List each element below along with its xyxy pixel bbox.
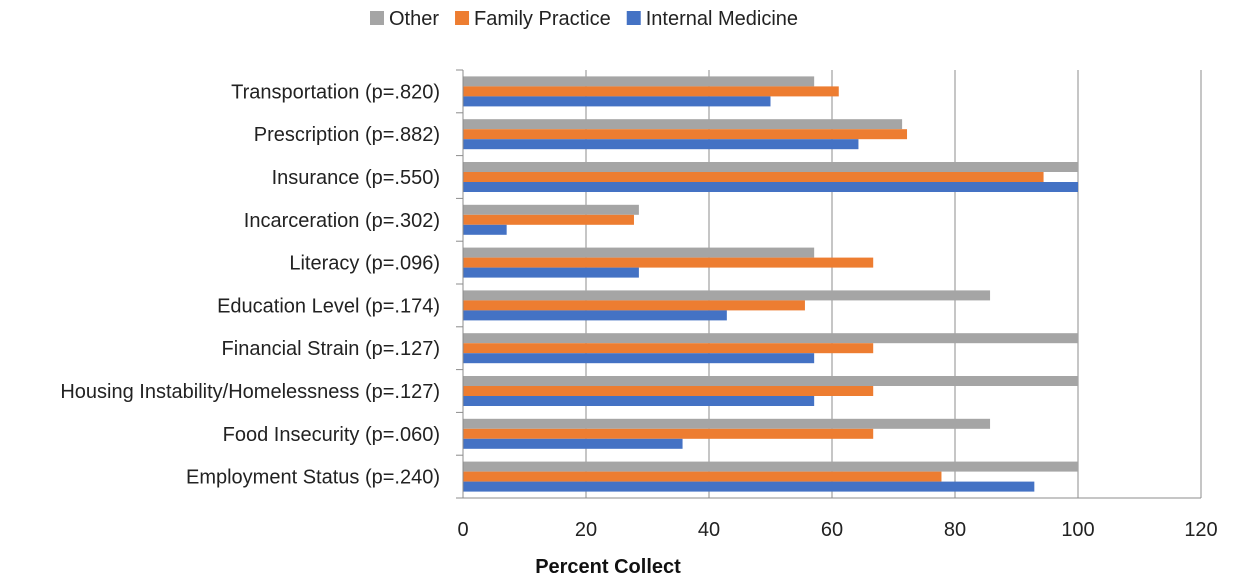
bar	[463, 214, 634, 225]
legend-label: Other	[389, 8, 439, 30]
category-label: Literacy (p=.096)	[289, 253, 440, 275]
bar	[463, 76, 815, 87]
bar	[463, 290, 991, 301]
legend-swatch	[455, 11, 470, 25]
legend-swatch	[370, 11, 384, 25]
chart-bars	[463, 76, 1078, 492]
bar	[463, 129, 908, 140]
bar	[463, 257, 874, 268]
bar	[463, 310, 727, 321]
bar	[463, 172, 1044, 182]
bar	[463, 162, 1078, 172]
bar	[463, 376, 1078, 386]
bar	[463, 182, 1078, 192]
x-tick-label: 0	[457, 519, 468, 541]
bar	[463, 333, 1078, 344]
category-label: Employment Status (p=.240)	[186, 467, 440, 489]
category-label: Insurance (p=.550)	[272, 167, 440, 189]
category-label: Incarceration (p=.302)	[244, 210, 440, 232]
category-label: Food Insecurity (p=.060)	[223, 424, 440, 446]
bar	[463, 267, 639, 278]
bar	[463, 224, 507, 235]
chart-axes	[456, 69, 1201, 499]
category-label: Prescription (p=.882)	[254, 124, 440, 146]
bar	[463, 300, 805, 311]
bar	[463, 139, 859, 150]
bar	[463, 438, 683, 449]
bar	[463, 471, 942, 482]
x-tick-label: 60	[821, 519, 843, 541]
x-tick-label: 80	[944, 519, 966, 541]
chart-legend: Other Family Practice Internal Medicine	[370, 8, 798, 30]
category-labels: Transportation (p=.820) Prescription (p=.…	[60, 81, 440, 488]
bar	[463, 428, 874, 439]
bar	[463, 461, 1078, 472]
category-label: Education Level (p=.174)	[217, 295, 440, 317]
bar	[463, 396, 815, 406]
bar	[463, 353, 815, 364]
legend-swatch	[626, 11, 641, 25]
bar	[463, 481, 1035, 492]
bar	[463, 247, 815, 258]
legend-label: Internal Medicine	[646, 8, 798, 30]
category-label: Housing Instability/Homelessness (p=.127…	[60, 381, 440, 403]
bar	[463, 386, 874, 396]
bar	[463, 86, 839, 97]
x-tick-label: 20	[575, 519, 597, 541]
x-axis-title: Percent Collect	[535, 556, 681, 577]
x-tick-label: 120	[1184, 519, 1217, 541]
x-tick-label: 40	[698, 519, 720, 541]
bar	[463, 343, 874, 354]
bar	[463, 96, 771, 107]
bar	[463, 119, 903, 130]
category-label: Transportation (p=.820)	[231, 81, 440, 103]
bar	[463, 418, 991, 429]
category-label: Financial Strain (p=.127)	[222, 338, 440, 360]
x-tick-labels: 0 20 40 60 80 100 120	[457, 519, 1217, 541]
bar	[463, 204, 639, 215]
x-tick-label: 100	[1061, 519, 1094, 541]
legend-label: Family Practice	[474, 8, 611, 30]
